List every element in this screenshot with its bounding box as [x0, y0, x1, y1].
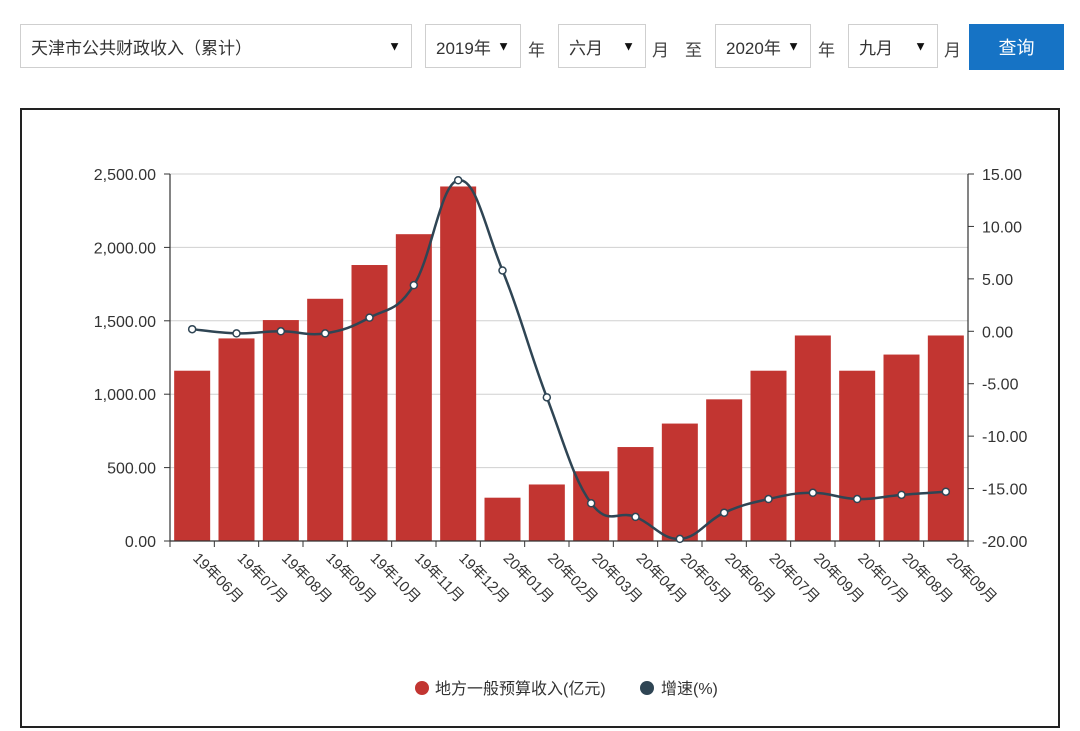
line-point[interactable]: [764, 494, 773, 504]
line-point[interactable]: [187, 324, 197, 334]
bar[interactable]: [794, 335, 831, 541]
right-axis-labels: -20.00 -15.00 -10.00 -5.00 0.00 5.00 10.00 15.0…: [982, 167, 1027, 551]
bar[interactable]: [706, 399, 743, 541]
chevron-down-icon: ▼: [497, 38, 510, 54]
right-tick-label: 10.00: [982, 219, 1022, 236]
left-tick-label: 2,500.00: [94, 167, 156, 184]
line-point[interactable]: [542, 393, 552, 402]
chevron-down-icon: ▼: [622, 38, 635, 54]
combo-chart: 0.00 500.00 1,000.00 1,500.00 2,000.00 2,500.…: [94, 167, 1028, 698]
chevron-down-icon: ▼: [787, 38, 800, 54]
indicator-select[interactable]: 天津市公共财政收入（累计） ▼: [20, 24, 412, 68]
left-axis-labels: 0.00 500.00 1,000.00 1,500.00 2,000.00 2,500.…: [94, 167, 156, 551]
bar[interactable]: [661, 423, 698, 541]
line-series: [187, 176, 951, 544]
bar[interactable]: [174, 370, 211, 541]
bar[interactable]: [351, 265, 388, 541]
line-point[interactable]: [453, 176, 463, 185]
legend-line-label[interactable]: 增速(%): [661, 680, 718, 698]
legend-bar-icon: [415, 681, 429, 695]
left-tick-label: 0.00: [125, 534, 156, 551]
bar[interactable]: [528, 484, 565, 541]
query-button[interactable]: 查询: [969, 24, 1064, 70]
right-tick-label: -15.00: [982, 482, 1027, 499]
growth-line: [192, 179, 946, 541]
line-point[interactable]: [498, 266, 507, 275]
axes: [164, 173, 974, 547]
line-point[interactable]: [941, 487, 951, 496]
right-tick-label: 0.00: [982, 324, 1013, 341]
bar[interactable]: [617, 447, 654, 541]
grid-lines: [170, 173, 968, 469]
legend-bar-label[interactable]: 地方一般预算收入(亿元): [435, 679, 606, 698]
end-year-select[interactable]: 2020年 ▼: [715, 24, 811, 68]
right-tick-label: 15.00: [982, 167, 1022, 184]
end-month-select[interactable]: 九月 ▼: [848, 24, 938, 68]
right-tick-label: -5.00: [982, 377, 1019, 394]
left-tick-label: 1,500.00: [94, 314, 156, 331]
bar[interactable]: [839, 370, 876, 541]
chevron-down-icon: ▼: [388, 38, 401, 54]
to-label: 至: [685, 41, 702, 60]
line-point[interactable]: [276, 327, 286, 336]
year-unit-label: 年: [528, 41, 545, 60]
start-year-select[interactable]: 2019年 ▼: [425, 24, 521, 68]
bar-series: [174, 186, 964, 542]
line-point[interactable]: [631, 512, 640, 522]
bar[interactable]: [440, 186, 477, 541]
month-unit-label: 月: [944, 41, 961, 60]
right-tick-label: -10.00: [982, 429, 1027, 446]
left-tick-label: 1,000.00: [94, 387, 156, 404]
line-point[interactable]: [808, 488, 818, 498]
line-point[interactable]: [719, 508, 729, 517]
bar[interactable]: [262, 320, 299, 541]
indicator-select-value: 天津市公共财政收入（累计）: [31, 38, 252, 58]
line-point[interactable]: [320, 329, 330, 338]
month-unit-label: 月: [652, 41, 669, 60]
left-tick-label: 500.00: [107, 461, 156, 478]
end-month-value: 九月: [859, 38, 893, 58]
left-tick-label: 2,000.00: [94, 240, 156, 257]
right-tick-label: -20.00: [982, 534, 1027, 551]
bar[interactable]: [218, 338, 255, 541]
line-point[interactable]: [897, 490, 906, 500]
year-unit-label: 年: [818, 41, 835, 60]
legend: 地方一般预算收入(亿元) 增速(%): [415, 679, 718, 698]
end-year-value: 2020年: [726, 38, 781, 58]
x-axis-labels: 19年06月19年07月19年08月19年09月19年10月19年11月19年1…: [189, 550, 1000, 607]
line-point[interactable]: [675, 534, 685, 544]
line-point[interactable]: [852, 494, 862, 504]
right-tick-label: 5.00: [982, 272, 1013, 289]
line-point[interactable]: [232, 329, 241, 338]
bar[interactable]: [883, 354, 920, 541]
bar[interactable]: [307, 298, 344, 541]
line-point[interactable]: [409, 280, 419, 290]
bar[interactable]: [484, 497, 521, 541]
start-month-value: 六月: [569, 38, 603, 58]
bar[interactable]: [927, 335, 964, 541]
filter-toolbar: 天津市公共财政收入（累计） ▼ 2019年 ▼ 年 六月 ▼ 月 至 2020年…: [0, 0, 1080, 90]
start-month-select[interactable]: 六月 ▼: [558, 24, 646, 68]
bar[interactable]: [395, 234, 432, 542]
start-year-value: 2019年: [436, 38, 491, 58]
line-point[interactable]: [586, 499, 596, 508]
line-point[interactable]: [365, 313, 374, 322]
chart-container: 0.00 500.00 1,000.00 1,500.00 2,000.00 2,500.…: [20, 108, 1060, 728]
legend-line-icon: [640, 681, 654, 695]
bar[interactable]: [750, 370, 787, 541]
chevron-down-icon: ▼: [914, 38, 927, 54]
